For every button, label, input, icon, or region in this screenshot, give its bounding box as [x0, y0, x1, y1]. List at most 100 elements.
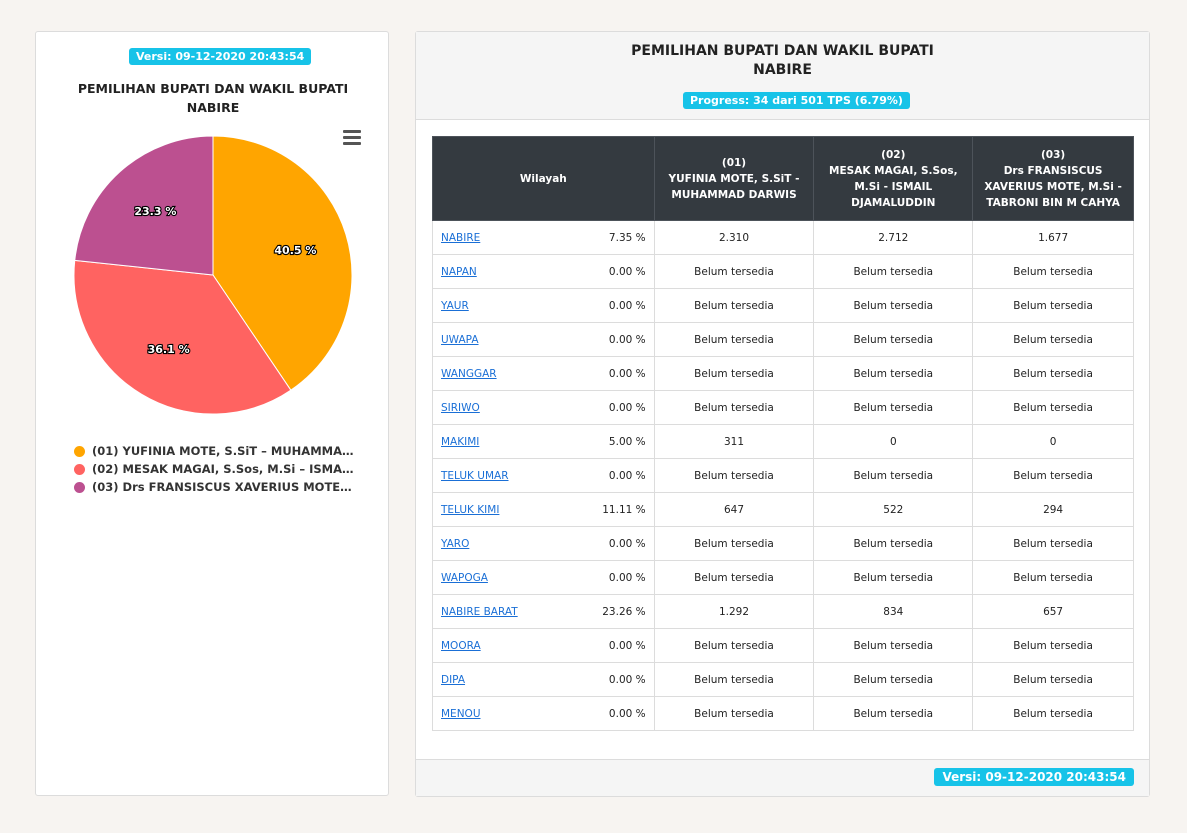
- region-link[interactable]: DIPA: [441, 673, 466, 686]
- cell-candidate-01: Belum tersedia: [653, 390, 815, 425]
- header-c2-line1: MESAK MAGAI, S.Sos,: [829, 164, 958, 177]
- table-row: WANGGAR 0.00 % Belum tersedia Belum tersedi…: [432, 356, 1134, 391]
- region-link[interactable]: YARO: [441, 537, 470, 550]
- table-header-row: Wilayah (01) YUFINIA MOTE, S.SiT - MUHAM…: [432, 136, 1134, 221]
- cell-candidate-03: 0: [972, 424, 1134, 459]
- cell-wilayah: NABIRE 7.35 %: [432, 220, 655, 255]
- region-link[interactable]: NAPAN: [441, 265, 477, 278]
- region-percent: 0.00 %: [608, 707, 646, 720]
- cell-candidate-03: Belum tersedia: [972, 458, 1134, 493]
- table-row: NAPAN 0.00 % Belum tersedia Belum tersedia B…: [432, 254, 1134, 289]
- region-link[interactable]: TELUK KIMI: [441, 503, 500, 516]
- legend-label: (03) Drs FRANSISCUS XAVERIUS MOTE, M....: [92, 480, 354, 494]
- chart-title-line1: PEMILIHAN BUPATI DAN WAKIL BUPATI: [77, 81, 349, 96]
- cell-wilayah: MAKIMI 5.00 %: [432, 424, 655, 459]
- table-row: MOORA 0.00 % Belum tersedia Belum tersedia B…: [432, 628, 1134, 663]
- pie-data-label: 40.5 %: [274, 244, 316, 257]
- cell-candidate-03: Belum tersedia: [972, 696, 1134, 731]
- cell-candidate-01: Belum tersedia: [653, 322, 815, 357]
- cell-wilayah: MENOU 0.00 %: [432, 696, 655, 731]
- table-row: TELUK UMAR 0.00 % Belum tersedia Belum ters…: [432, 458, 1134, 493]
- pie-slice[interactable]: [73, 259, 292, 415]
- region-link[interactable]: NABIRE BARAT: [441, 605, 518, 618]
- cell-candidate-02: Belum tersedia: [813, 322, 974, 357]
- cell-candidate-01: Belum tersedia: [653, 288, 815, 323]
- region-link[interactable]: WAPOGA: [441, 571, 488, 584]
- table-row: YARO 0.00 % Belum tersedia Belum tersedia Be…: [432, 526, 1134, 561]
- cell-candidate-01: Belum tersedia: [653, 628, 815, 663]
- cell-candidate-02: Belum tersedia: [813, 390, 974, 425]
- region-link[interactable]: MAKIMI: [441, 435, 480, 448]
- region-percent: 23.26 %: [602, 605, 646, 618]
- cell-candidate-03: Belum tersedia: [972, 662, 1134, 697]
- header-c1-line2: MUHAMMAD DARWIS: [671, 188, 797, 201]
- header-c3-line2: XAVERIUS MOTE, M.Si -: [984, 180, 1122, 193]
- cell-wilayah: WAPOGA 0.00 %: [432, 560, 655, 595]
- header-candidate-03: (03) Drs FRANSISCUS XAVERIUS MOTE, M.Si …: [972, 136, 1134, 221]
- cell-candidate-01: Belum tersedia: [653, 696, 815, 731]
- cell-candidate-02: 0: [813, 424, 974, 459]
- pie-slice[interactable]: [212, 135, 353, 391]
- region-percent: 0.00 %: [608, 333, 646, 346]
- legend-item[interactable]: (03) Drs FRANSISCUS XAVERIUS MOTE, M....: [74, 478, 354, 496]
- region-link[interactable]: WANGGAR: [441, 367, 497, 380]
- region-percent: 11.11 %: [602, 503, 646, 516]
- header-c3-number: (03): [1040, 148, 1066, 161]
- cell-candidate-01: 1.292: [653, 594, 815, 629]
- legend-item[interactable]: (01) YUFINIA MOTE, S.SiT – MUHAMMAD ...: [74, 442, 354, 460]
- region-link[interactable]: MENOU: [441, 707, 481, 720]
- legend-label: (01) YUFINIA MOTE, S.SiT – MUHAMMAD ...: [92, 444, 354, 458]
- cell-candidate-01: 647: [653, 492, 815, 527]
- cell-candidate-02: Belum tersedia: [813, 458, 974, 493]
- header-c1-line1: YUFINIA MOTE, S.SiT -: [668, 172, 800, 185]
- cell-candidate-02: Belum tersedia: [813, 696, 974, 731]
- region-link[interactable]: TELUK UMAR: [441, 469, 509, 482]
- cell-candidate-03: Belum tersedia: [972, 390, 1134, 425]
- region-link[interactable]: UWAPA: [441, 333, 479, 346]
- cell-wilayah: UWAPA 0.00 %: [432, 322, 655, 357]
- cell-wilayah: DIPA 0.00 %: [432, 662, 655, 697]
- cell-candidate-03: 294: [972, 492, 1134, 527]
- cell-candidate-03: Belum tersedia: [972, 322, 1134, 357]
- cell-wilayah: MOORA 0.00 %: [432, 628, 655, 663]
- legend-item[interactable]: (02) MESAK MAGAI, S.Sos, M.Si – ISMAIL .…: [74, 460, 354, 478]
- region-percent: 0.00 %: [608, 299, 646, 312]
- cell-candidate-01: Belum tersedia: [653, 356, 815, 391]
- cell-candidate-02: Belum tersedia: [813, 288, 974, 323]
- cell-candidate-01: Belum tersedia: [653, 662, 815, 697]
- progress-badge: Progress: 34 dari 501 TPS (6.79%): [683, 92, 910, 109]
- region-percent: 0.00 %: [608, 265, 646, 278]
- cell-candidate-02: Belum tersedia: [813, 526, 974, 561]
- hamburger-menu-icon[interactable]: [343, 130, 361, 146]
- results-panel: PEMILIHAN BUPATI DAN WAKIL BUPATI NABIRE…: [415, 31, 1150, 797]
- table-row: MAKIMI 5.00 % 311 0 0: [432, 424, 1134, 459]
- pie-slice[interactable]: [74, 135, 214, 276]
- cell-candidate-01: 311: [653, 424, 815, 459]
- region-link[interactable]: YAUR: [441, 299, 469, 312]
- table-row: SIRIWO 0.00 % Belum tersedia Belum tersedia…: [432, 390, 1134, 425]
- cell-candidate-02: 834: [813, 594, 974, 629]
- table-row: WAPOGA 0.00 % Belum tersedia Belum tersedia…: [432, 560, 1134, 595]
- table-row: TELUK KIMI 11.11 % 647 522 294: [432, 492, 1134, 527]
- cell-candidate-03: 1.677: [972, 220, 1134, 255]
- table-row: MENOU 0.00 % Belum tersedia Belum tersedia B…: [432, 696, 1134, 731]
- cell-wilayah: YAUR 0.00 %: [432, 288, 655, 323]
- region-link[interactable]: MOORA: [441, 639, 481, 652]
- pie-data-label: 23.3 %: [134, 205, 176, 218]
- cell-candidate-03: Belum tersedia: [972, 356, 1134, 391]
- region-link[interactable]: SIRIWO: [441, 401, 480, 414]
- region-percent: 7.35 %: [608, 231, 646, 244]
- legend-dot: [74, 481, 85, 493]
- pie-data-label: 36.1 %: [148, 343, 190, 356]
- cell-candidate-01: Belum tersedia: [653, 526, 815, 561]
- header-c2-number: (02): [881, 148, 906, 161]
- table-row: NABIRE BARAT 23.26 % 1.292 834 657: [432, 594, 1134, 629]
- cell-wilayah: WANGGAR 0.00 %: [432, 356, 655, 391]
- results-title-line1: PEMILIHAN BUPATI DAN WAKIL BUPATI: [631, 43, 934, 59]
- region-link[interactable]: NABIRE: [441, 231, 481, 244]
- table-row: DIPA 0.00 % Belum tersedia Belum tersedia Be…: [432, 662, 1134, 697]
- legend-dot: [74, 463, 85, 475]
- cell-candidate-03: Belum tersedia: [972, 288, 1134, 323]
- region-percent: 0.00 %: [608, 673, 646, 686]
- cell-candidate-02: Belum tersedia: [813, 356, 974, 391]
